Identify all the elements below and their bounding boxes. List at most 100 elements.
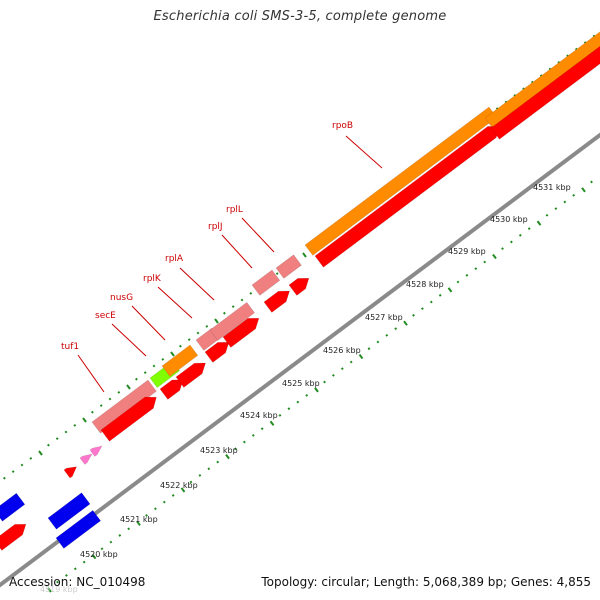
scale-label: 4519 kbp (40, 585, 78, 594)
inner-tick (260, 427, 264, 431)
outer-tick (73, 424, 77, 427)
cds-rplA (222, 317, 260, 348)
inner-tick (376, 340, 380, 344)
cds-rplL (288, 277, 310, 296)
cds-rplJ (263, 290, 290, 313)
outer-tick (2, 476, 6, 480)
inner-tick (474, 267, 478, 271)
inner-tick (287, 407, 291, 411)
scale-label: 4527 kbp (365, 313, 403, 322)
gene-label-rplJ: rplJ (208, 222, 223, 232)
gene-leader-line (179, 267, 215, 301)
outer-tick (135, 377, 138, 381)
inner-tick (162, 500, 166, 504)
outer-tick (20, 463, 24, 467)
inner-tick (216, 460, 220, 464)
outer-tick (64, 430, 68, 434)
outer-tick (152, 364, 156, 368)
outer-tick (187, 338, 191, 341)
cds-tuf1 (100, 396, 157, 442)
outer-tick (55, 437, 59, 440)
inner-tick (225, 454, 230, 460)
gene-label-secE: secE (95, 311, 116, 321)
gene-label-rplL: rplL (226, 205, 243, 215)
gene-leader-line (77, 354, 105, 393)
scale-label: 4520 kbp (80, 550, 118, 559)
scale-label: 4531 kbp (533, 183, 571, 192)
outer-tick (82, 417, 87, 423)
inner-tick (251, 433, 255, 437)
scale-label: 4523 kbp (200, 446, 238, 455)
genome-stats: Topology: circular; Length: 5,068,389 bp… (261, 575, 591, 589)
outer-tick (302, 252, 307, 258)
feature-rplA (209, 301, 256, 341)
outer-tick-track (2, 34, 596, 480)
inner-tick (171, 494, 175, 497)
inner-tick (563, 200, 567, 204)
inner-tick (100, 547, 104, 551)
inner-tick (243, 440, 246, 444)
inner-tick (554, 207, 558, 211)
outer-tick (38, 450, 43, 456)
outer-tick (29, 457, 33, 460)
outer-tick (46, 443, 50, 447)
inner-tick (403, 320, 408, 326)
cds-left (0, 523, 27, 551)
inner-tick (429, 300, 433, 304)
inner-tick (572, 193, 576, 197)
inner-tick (358, 353, 364, 360)
inner-tick (323, 380, 326, 384)
inner-tick (483, 260, 487, 264)
inner-tick (447, 287, 453, 293)
inner-tick (314, 387, 319, 393)
inner-tick (180, 487, 186, 493)
inner-tick (412, 313, 415, 317)
cds-small (63, 466, 78, 479)
cds-rplK (204, 341, 230, 363)
inner-tick (56, 580, 59, 584)
inner-tick (518, 233, 522, 237)
gene-leader-line (131, 305, 166, 341)
scale-label: 4521 kbp (120, 515, 158, 524)
inner-tick (349, 360, 353, 364)
inner-tick (456, 280, 460, 284)
inner-tick (545, 213, 549, 217)
feature-rplJ (251, 269, 281, 296)
outer-tick (214, 318, 219, 324)
scale-label: 4526 kbp (323, 346, 361, 355)
outer-tick (240, 298, 244, 302)
outer-tick (223, 311, 226, 315)
inner-tick (82, 560, 86, 564)
outer-tick (99, 404, 103, 407)
scale-label: 4530 kbp (490, 215, 528, 224)
inner-tick (340, 367, 344, 371)
outer-tick (179, 344, 182, 348)
outer-tick (170, 351, 175, 357)
inner-tick (536, 220, 542, 226)
inner-tick (394, 327, 398, 331)
scale-label: 4529 kbp (448, 247, 486, 256)
gene-label-rpoB: rpoB (332, 121, 353, 131)
outer-tick (143, 371, 147, 374)
cds-secE (159, 379, 184, 400)
inner-tick (47, 587, 52, 593)
cds-nusG (175, 362, 206, 388)
trna-1 (79, 453, 93, 465)
inner-tick (581, 187, 586, 193)
feature-nusG (161, 344, 199, 377)
gene-label-nusG: nusG (110, 293, 133, 303)
inner-tick (207, 467, 211, 471)
cds-rpoC (490, 45, 600, 140)
scale-label: 4528 kbp (406, 280, 444, 289)
inner-tick (331, 373, 335, 377)
scale-label: 4525 kbp (282, 379, 320, 388)
gene-leader-line (111, 323, 147, 357)
scale-label: 4522 kbp (160, 481, 198, 490)
inner-tick (118, 534, 122, 537)
inner-tick (296, 400, 300, 404)
inner-tick (91, 554, 97, 560)
feature-tuf1-outer (91, 379, 157, 434)
feature-track (0, 31, 600, 551)
inner-tick (501, 247, 504, 251)
